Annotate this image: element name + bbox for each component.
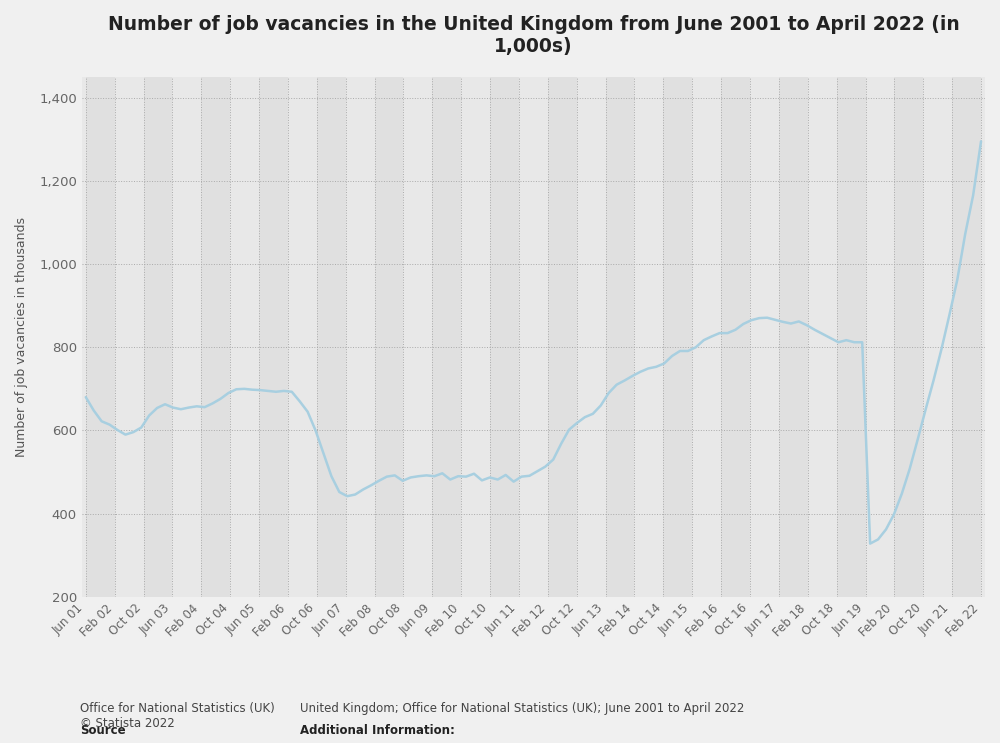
Bar bbox=[144, 77, 172, 597]
Title: Number of job vacancies in the United Kingdom from June 2001 to April 2022 (in
1: Number of job vacancies in the United Ki… bbox=[108, 15, 959, 56]
Bar bbox=[923, 77, 952, 597]
Bar bbox=[634, 77, 663, 597]
Bar bbox=[432, 77, 461, 597]
Bar bbox=[866, 77, 894, 597]
Bar bbox=[894, 77, 923, 597]
Bar bbox=[519, 77, 548, 597]
Y-axis label: Number of job vacancies in thousands: Number of job vacancies in thousands bbox=[15, 217, 28, 457]
Bar bbox=[750, 77, 779, 597]
Bar bbox=[692, 77, 721, 597]
Bar bbox=[375, 77, 403, 597]
Bar bbox=[952, 77, 981, 597]
Bar bbox=[403, 77, 432, 597]
Bar bbox=[779, 77, 808, 597]
Bar bbox=[606, 77, 634, 597]
Bar bbox=[288, 77, 317, 597]
Text: Source: Source bbox=[80, 724, 126, 737]
Bar bbox=[259, 77, 288, 597]
Bar bbox=[548, 77, 577, 597]
Bar bbox=[86, 77, 115, 597]
Bar bbox=[346, 77, 375, 597]
Bar bbox=[721, 77, 750, 597]
Bar bbox=[461, 77, 490, 597]
Text: Office for National Statistics (UK)
© Statista 2022: Office for National Statistics (UK) © St… bbox=[80, 702, 275, 730]
Bar bbox=[172, 77, 201, 597]
Bar bbox=[837, 77, 866, 597]
Bar bbox=[317, 77, 346, 597]
Bar bbox=[201, 77, 230, 597]
Text: United Kingdom; Office for National Statistics (UK); June 2001 to April 2022: United Kingdom; Office for National Stat… bbox=[300, 702, 744, 715]
Bar bbox=[490, 77, 519, 597]
Bar bbox=[808, 77, 837, 597]
Bar bbox=[577, 77, 606, 597]
Bar bbox=[663, 77, 692, 597]
Bar bbox=[115, 77, 144, 597]
Bar bbox=[230, 77, 259, 597]
Text: Additional Information:: Additional Information: bbox=[300, 724, 455, 737]
